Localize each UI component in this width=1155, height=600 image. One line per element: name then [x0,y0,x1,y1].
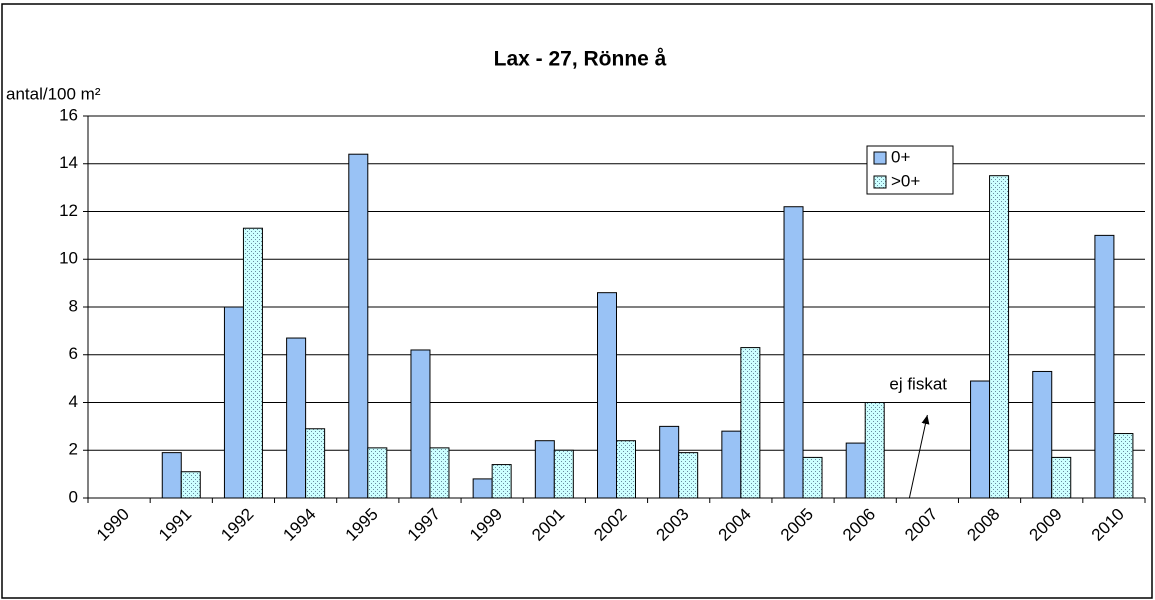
bar [721,430,742,499]
annotation-arrow [908,414,930,499]
bar [242,227,263,499]
bar [410,349,431,499]
bar [1094,234,1115,499]
legend-swatch [873,175,887,189]
bar [783,206,804,499]
bar [305,428,326,499]
y-tick-label: 2 [69,440,78,459]
bar [429,447,450,499]
bar [472,478,493,499]
y-tick-label: 4 [69,392,78,411]
y-tick-label: 16 [59,105,78,124]
bar [1051,456,1072,499]
bar [223,306,244,499]
bar [845,442,866,499]
bar [491,464,512,499]
y-tick-label: 10 [59,249,78,268]
bar [180,471,201,499]
bar [553,449,574,499]
y-tick-label: 14 [59,153,78,172]
annotation: ej fiskat [889,374,947,393]
bar [740,347,761,499]
bar [161,452,182,499]
frame [1,3,1153,599]
y-tick-label: 6 [69,344,78,363]
bar [1032,370,1053,499]
bar [864,402,885,499]
bar [659,425,680,499]
bar [1113,433,1134,499]
y-axis-label: antal/100 m² [6,84,101,103]
legend-label: 0+ [891,147,910,166]
chart-title: Lax - 27, Rönne å [494,48,667,71]
legend-label: >0+ [891,171,920,190]
y-tick-label: 12 [59,201,78,220]
bar [970,380,991,499]
y-tick-label: 0 [69,487,78,506]
bar [989,175,1010,499]
bar [678,452,699,499]
legend-swatch [873,151,887,165]
bar [802,456,823,499]
y-tick-label: 8 [69,296,78,315]
bar [286,337,307,499]
bar [348,153,369,499]
bar [597,292,617,499]
bar [367,447,388,499]
bar [534,440,555,499]
bar [616,440,636,499]
